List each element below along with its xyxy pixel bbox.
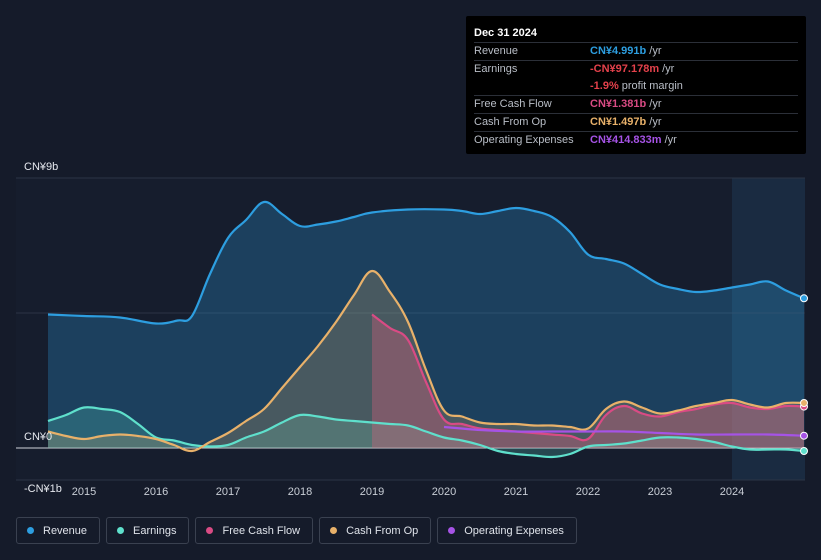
tooltip-row-value: -1.9% bbox=[590, 80, 619, 92]
tooltip-row-unit: /yr bbox=[649, 116, 662, 128]
x-tick-label: 2015 bbox=[72, 486, 96, 498]
x-tick-label: 2020 bbox=[432, 486, 456, 498]
y-axis-label: -CN¥1b bbox=[24, 483, 62, 495]
tooltip-row: Cash From Op CN¥1.497b/yr bbox=[474, 113, 798, 131]
legend-dot-icon bbox=[117, 527, 125, 534]
tooltip-row-unit: /yr bbox=[649, 98, 662, 110]
legend-label: Operating Expenses bbox=[464, 524, 564, 537]
legend-label: Earnings bbox=[133, 524, 177, 537]
tooltip-date: Dec 31 2024 bbox=[474, 27, 537, 39]
tooltip-row-label: Cash From Op bbox=[474, 116, 547, 128]
operating-expenses-line bbox=[443, 425, 805, 437]
axis-label-layer: CN¥9b CN¥0 -CN¥1b 2015 2016 2017 2018 2019 2020 2… bbox=[24, 161, 744, 498]
tooltip-row-label: Operating Expenses bbox=[474, 134, 574, 146]
earnings-line bbox=[47, 406, 805, 459]
revenue-end-point bbox=[800, 294, 808, 303]
tooltip-row-label: Revenue bbox=[474, 45, 519, 57]
free-cash-flow-line bbox=[371, 313, 805, 442]
legend-item[interactable]: Free Cash Flow bbox=[195, 517, 314, 544]
legend-dot-icon bbox=[206, 527, 214, 534]
legend-item[interactable]: Operating Expenses bbox=[437, 517, 577, 544]
x-tick-label: 2021 bbox=[504, 486, 528, 498]
x-tick-label: 2016 bbox=[144, 486, 168, 498]
tooltip-row-label: Earnings bbox=[474, 63, 518, 75]
cash-from-op-end-point bbox=[800, 399, 808, 407]
tooltip-row-unit: /yr bbox=[664, 134, 677, 146]
x-tick-label: 2024 bbox=[720, 486, 744, 498]
series-endpoint-layer bbox=[800, 294, 808, 455]
tooltip-row-value: -CN¥97.178m bbox=[590, 63, 660, 75]
tooltip-row: -1.9% profit margin bbox=[474, 78, 798, 95]
legend-label: Revenue bbox=[43, 524, 88, 537]
tooltip-row: Revenue CN¥4.991b/yr bbox=[474, 42, 798, 60]
tooltip-row-label bbox=[474, 78, 590, 95]
legend-dot-icon bbox=[27, 527, 34, 534]
legend: Revenue Earnings Free Cash Flow Cash From O… bbox=[16, 517, 577, 544]
cash-from-op-area bbox=[48, 270, 804, 452]
tooltip-row: Operating Expenses CN¥414.833m/yr bbox=[474, 131, 798, 149]
tooltip-row: Free Cash Flow CN¥1.381b/yr bbox=[474, 95, 798, 113]
series-line-layer bbox=[47, 200, 805, 459]
y-axis-label: CN¥0 bbox=[24, 431, 52, 443]
x-tick-label: 2019 bbox=[360, 486, 384, 498]
x-tick-label: 2017 bbox=[216, 486, 240, 498]
tooltip-row-value: CN¥1.381b bbox=[590, 98, 647, 110]
free-cash-flow-area bbox=[372, 314, 804, 448]
x-tick-label: 2022 bbox=[576, 486, 600, 498]
tooltip-row-value: CN¥414.833m bbox=[590, 134, 662, 146]
tooltip-panel: Dec 31 2024 Revenue CN¥4.991b/yr Earnings -… bbox=[466, 16, 806, 154]
y-axis-label: CN¥9b bbox=[24, 161, 58, 173]
legend-item[interactable]: Cash From Op bbox=[319, 517, 432, 544]
tooltip-row: Earnings -CN¥97.178m/yr bbox=[474, 60, 798, 78]
revenue-line bbox=[47, 200, 805, 325]
legend-dot-icon bbox=[448, 527, 456, 534]
tooltip-row-value: CN¥4.991b bbox=[590, 45, 647, 57]
forecast-band bbox=[732, 178, 805, 480]
x-tick-label: 2023 bbox=[648, 486, 672, 498]
legend-item[interactable]: Revenue bbox=[16, 517, 101, 544]
tooltip-row-unit: /yr bbox=[662, 63, 675, 75]
cash-from-op-line bbox=[47, 269, 805, 453]
operating-expenses-end-point bbox=[800, 431, 808, 440]
legend-label: Free Cash Flow bbox=[222, 524, 301, 537]
legend-dot-icon bbox=[330, 527, 338, 534]
tooltip-row-value: CN¥1.497b bbox=[590, 116, 647, 128]
grid-layer bbox=[16, 177, 805, 481]
tooltip-row-label: Free Cash Flow bbox=[474, 98, 552, 110]
earnings-end-point bbox=[800, 447, 808, 455]
tooltip-row-unit: /yr bbox=[649, 45, 662, 57]
forecast-band-layer bbox=[16, 178, 805, 480]
legend-label: Cash From Op bbox=[346, 524, 419, 537]
tooltip-row-unit: profit margin bbox=[621, 80, 683, 92]
x-tick-label: 2018 bbox=[288, 486, 312, 498]
legend-item[interactable]: Earnings bbox=[106, 517, 190, 544]
revenue-area bbox=[48, 201, 804, 448]
